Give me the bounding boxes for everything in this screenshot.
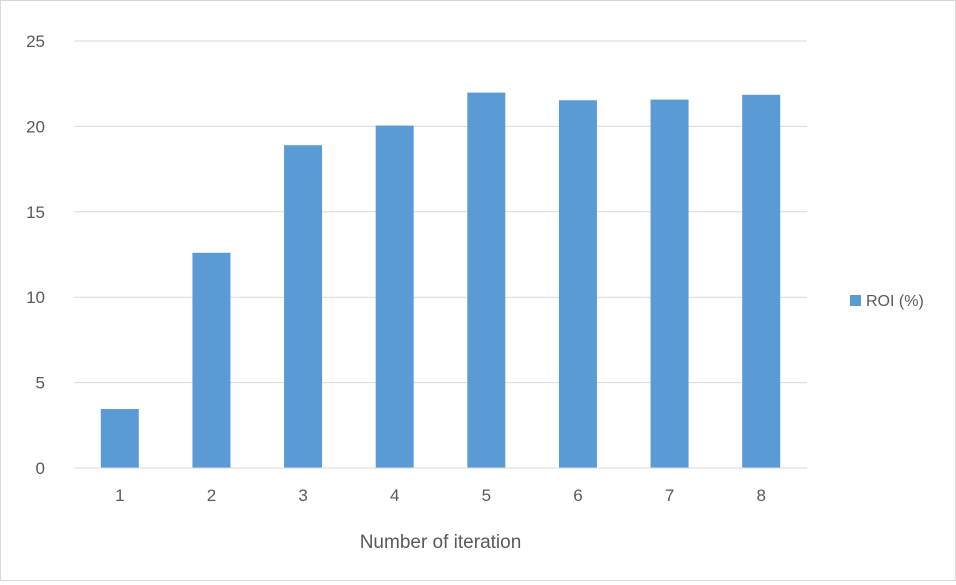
bar-3 [284, 145, 323, 469]
x-tick-label: 2 [207, 486, 216, 505]
y-tick-label: 10 [26, 288, 45, 307]
y-tick-label: 20 [26, 117, 45, 136]
bar-2 [192, 252, 231, 468]
bar-4 [375, 125, 414, 469]
x-tick-label: 8 [756, 486, 765, 505]
bar-6 [558, 100, 597, 468]
y-tick-label: 25 [26, 32, 45, 51]
x-tick-label: 3 [298, 486, 307, 505]
x-axis-label: Number of iteration [360, 532, 522, 553]
bar-5 [467, 92, 506, 468]
legend-swatch-roi [850, 295, 861, 306]
y-axis-ticks: 0 5 10 15 20 25 [26, 32, 45, 478]
y-tick-label: 0 [36, 459, 45, 478]
legend: ROI (%) [850, 293, 924, 310]
bar-8 [742, 94, 781, 468]
bars [100, 92, 781, 469]
x-tick-label: 7 [665, 486, 674, 505]
x-tick-label: 5 [482, 486, 491, 505]
y-tick-label: 5 [36, 374, 45, 393]
x-tick-label: 1 [115, 486, 124, 505]
legend-label-roi: ROI (%) [866, 293, 924, 310]
x-tick-label: 4 [390, 486, 399, 505]
x-tick-label: 6 [573, 486, 582, 505]
x-axis-ticks: 1 2 3 4 5 6 7 8 [115, 486, 766, 505]
y-tick-label: 15 [26, 203, 45, 222]
bar-7 [650, 99, 689, 468]
gridlines [74, 40, 807, 384]
bar-1 [100, 409, 139, 468]
